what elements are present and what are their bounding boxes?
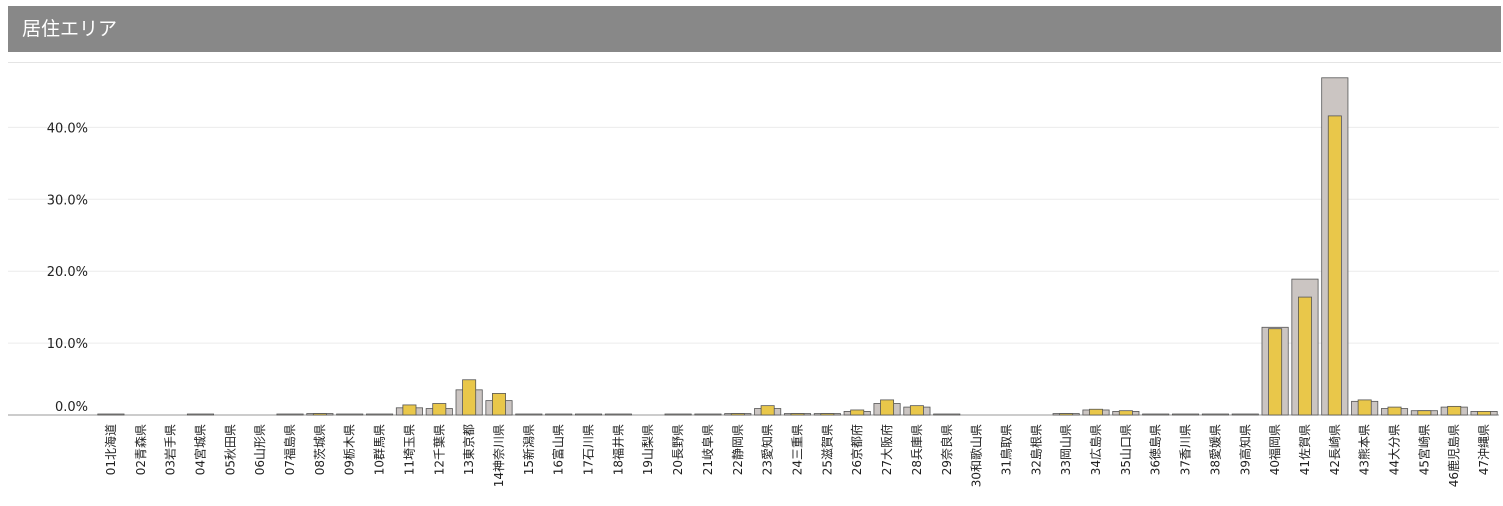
bar-total [1172,413,1200,416]
bar-total [1231,413,1259,416]
bar-total [545,413,573,416]
bar-highlight [1118,410,1133,416]
bar-highlight [312,413,327,416]
x-category-label: 39高知県 [1237,424,1252,475]
bar-highlight [1298,296,1312,416]
bar-total [336,413,364,416]
x-category-label: 05秋田県 [223,424,237,475]
bar-highlight [1357,399,1372,416]
header-divider [8,62,1501,63]
bar-highlight [909,405,924,416]
x-category-label: 09栃木県 [343,424,357,475]
x-category-label: 31鳥取県 [998,424,1013,475]
x-category-label: 19山梨県 [641,424,655,475]
bars [97,77,1498,416]
bar-highlight [432,403,447,416]
bar-highlight [1387,406,1402,416]
x-category-label: 47沖縄県 [1476,424,1491,475]
x-category-label: 23愛知県 [761,424,775,475]
y-tick-label: 40.0% [47,121,88,136]
y-tick-label: 30.0% [47,193,88,208]
x-category-label: 28兵庫県 [910,424,924,475]
x-category-label: 15新潟県 [521,424,536,475]
bar-highlight [1089,408,1103,416]
bar-highlight [730,413,745,416]
panel-header: 居住エリア [8,6,1501,52]
x-category-label: 46鹿児島県 [1446,424,1461,487]
bar-highlight [1417,410,1432,416]
bar-total [1201,413,1229,416]
x-category-label: 03岩手県 [163,424,178,475]
x-category-label: 36徳島県 [1148,424,1163,475]
bar-highlight [820,413,835,416]
x-category-label: 43熊本県 [1357,424,1372,475]
bar-highlight [402,404,417,416]
bar-total [97,413,125,416]
bar-total [604,413,632,416]
x-category-label: 44大分県 [1388,424,1402,475]
bar-total [515,413,543,416]
bar-highlight [1059,413,1074,416]
x-category-label: 32島根県 [1028,424,1043,475]
bar-total [276,413,304,416]
bar-highlight [880,399,895,416]
x-category-label: 02青森県 [133,424,148,475]
bar-total [1142,413,1170,416]
x-category-label: 40福岡県 [1267,424,1282,475]
bar-total [933,413,961,416]
x-category-label: 25滋賀県 [820,424,834,475]
bar-highlight [1477,411,1492,416]
x-category-label: 30和歌山県 [969,424,984,487]
x-category-label: 22静岡県 [731,424,745,475]
bar-total [366,413,394,416]
panel-title: 居住エリア [22,18,118,40]
bar-highlight [1327,115,1342,416]
x-category-label: 06山形県 [253,424,267,475]
x-category-label: 17石川県 [582,424,596,475]
x-category-label: 35山口県 [1119,424,1133,475]
x-category-label: 20長野県 [671,424,685,475]
x-category-label: 29奈良県 [939,424,954,475]
x-category-label: 01北海道 [103,424,118,475]
x-category-label: 26京都府 [849,424,864,475]
x-category-label: 07福島県 [282,424,297,475]
x-category-label: 21岐阜県 [701,424,715,475]
bar-highlight [1447,405,1462,416]
x-category-label: 34広島県 [1088,424,1103,475]
x-category-label: 33岡山県 [1059,424,1073,475]
x-category-label: 08茨城県 [313,424,327,475]
y-tick-label: 10.0% [47,337,88,352]
x-category-label: 27大阪府 [879,424,894,475]
x-category-label: 12千葉県 [432,424,446,475]
bar-total [694,413,722,416]
bar-highlight [492,393,506,416]
bar-highlight [790,413,805,416]
bar-highlight [760,405,775,416]
x-category-label: 41佐賀県 [1298,424,1312,475]
bar-highlight [462,379,477,416]
x-category-label: 18福井県 [610,424,625,475]
x-category-label: 42長崎県 [1328,424,1342,475]
x-category-label: 11埼玉県 [402,424,416,475]
x-category-label: 37香川県 [1179,424,1193,475]
x-category-label: 38愛媛県 [1208,424,1222,475]
bar-highlight [850,409,865,416]
x-category-label: 13東京都 [462,424,476,475]
y-tick-label: 0.0% [55,400,88,415]
bar-total [575,413,603,416]
x-axis-categories: 01北海道 02青森県 03岩手県 04宮城県 05秋田県 06山形県 07福島県 08茨城県… [103,424,1491,487]
x-category-label: 04宮城県 [192,424,207,475]
bar-total [664,413,692,416]
x-category-label: 14神奈川県 [492,424,506,487]
x-category-label: 16富山県 [551,424,566,475]
bar-total [186,413,215,416]
x-category-label: 45宮崎県 [1416,424,1431,475]
bar-highlight [1268,328,1283,416]
x-category-label: 10群馬県 [373,424,387,475]
x-category-label: 24三重県 [791,424,805,475]
y-axis-ticks: 0.0% 10.0% 20.0% 30.0% 40.0% [47,121,88,415]
y-tick-label: 20.0% [47,265,88,280]
